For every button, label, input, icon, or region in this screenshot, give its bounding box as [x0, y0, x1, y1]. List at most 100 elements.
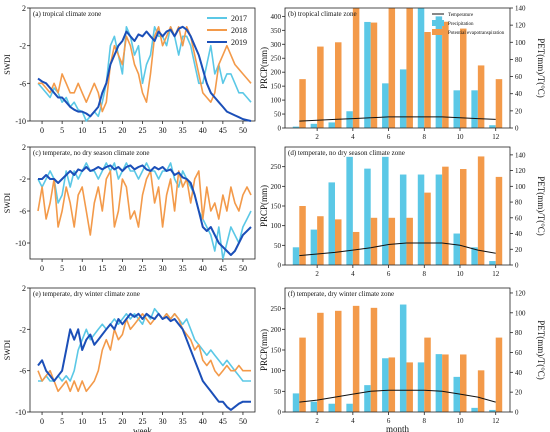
pet-bar — [388, 357, 396, 412]
precip-bar — [292, 393, 300, 412]
y-left-tick-label: 350 — [271, 27, 282, 35]
pet-bar — [460, 28, 467, 129]
pet-bar — [495, 176, 503, 265]
y-tick-label: 2 — [22, 143, 26, 152]
y-right-tick-label: 0 — [515, 125, 519, 133]
precip-bar — [453, 233, 460, 265]
x-tick-label: 15 — [98, 264, 106, 273]
series-line-2019 — [37, 25, 252, 122]
y-right-tick-label: 80 — [515, 56, 523, 64]
y-left-tick-label: 250 — [271, 55, 282, 63]
x-tick-label: 6 — [387, 133, 391, 141]
x-tick-label: 8 — [423, 270, 427, 278]
y-left-tick-label: 150 — [271, 83, 282, 91]
y-right-axis-label: PET(mm)/T(°C) — [536, 320, 546, 380]
precip-bar — [310, 123, 318, 128]
panel-3: 2 4 6 8 10 1205010015020025002040608010012014… — [259, 146, 546, 278]
y-right-tick-label: 140 — [515, 5, 526, 13]
y-left-tick-label: 0 — [278, 262, 282, 270]
y-right-tick-label: 40 — [515, 230, 523, 238]
temperature-line — [299, 116, 496, 122]
pet-bar — [477, 65, 485, 128]
y-left-tick-label: 150 — [271, 203, 282, 211]
y-tick-label: -6 — [19, 79, 26, 88]
pet-bar — [424, 32, 431, 128]
plot-frame — [284, 7, 511, 129]
precip-bar — [435, 354, 443, 412]
y-right-tick-label: 100 — [515, 39, 526, 47]
legend: 2017 2018 2019 — [207, 14, 247, 47]
panel-title: (d) temperate, no dry season climate zon… — [288, 149, 405, 157]
y-tick-label: -6 — [19, 207, 26, 216]
precip-bar — [310, 229, 318, 265]
y-left-axis-label: PRCP(mm) — [259, 47, 269, 89]
y-right-tick-label: 20 — [515, 246, 523, 254]
x-tick-label: 10 — [78, 264, 86, 273]
pet-bar — [335, 310, 342, 412]
y-left-tick-label: 300 — [271, 41, 282, 49]
y-axis-label: SWDI — [3, 54, 12, 75]
precip-bar — [328, 182, 335, 265]
pet-bar — [406, 362, 413, 412]
y-right-tick-label: 0 — [515, 409, 519, 417]
y-left-tick-label: 0 — [278, 409, 282, 417]
x-tick-label: 6 — [387, 270, 391, 278]
pet-bar — [317, 216, 324, 265]
legend-label: 2018 — [231, 26, 247, 35]
temperature-line — [299, 389, 496, 403]
series-line-2019 — [37, 312, 251, 411]
x-tick-label: 10 — [457, 417, 465, 425]
x-tick-label: 12 — [492, 417, 500, 425]
y-left-tick-label: 100 — [271, 222, 282, 230]
y-right-tick-label: 120 — [515, 289, 526, 297]
panel-0: 0 5 10 15 20 25 30 35 40 45 50 2 -2 -6 -10 (a) tropical… — [3, 4, 256, 135]
y-right-tick-label: 60 — [515, 73, 523, 81]
x-tick-label: 25 — [139, 417, 147, 426]
pet-bar — [424, 192, 431, 265]
x-tick-label: 0 — [40, 126, 44, 135]
y-tick-label: -6 — [19, 367, 26, 376]
precip-bar — [417, 174, 425, 265]
y-right-tick-label: 20 — [515, 107, 523, 115]
y-right-tick-label: 120 — [515, 167, 526, 175]
y-left-tick-label: 50 — [274, 388, 282, 396]
precip-bar — [453, 376, 460, 412]
y-tick-label: -10 — [15, 239, 26, 248]
y-left-tick-label: 250 — [271, 305, 282, 313]
pet-bar — [317, 312, 324, 412]
y-right-tick-label: 0 — [515, 262, 519, 270]
panel-2: 0 5 10 15 20 25 30 35 40 45 50 2 -2 -6 -10 (c) temperat… — [3, 143, 256, 273]
y-tick-label: -2 — [19, 42, 26, 51]
pet-bar — [299, 337, 306, 412]
y-right-axis-label: PET(mm)/T(°C) — [536, 38, 546, 98]
pet-bar — [442, 166, 449, 265]
precip-bar — [435, 16, 443, 128]
panel-title: (a) tropical climate zone — [33, 10, 101, 18]
precip-bar — [346, 403, 353, 412]
precip-bar — [364, 385, 371, 412]
precip-bar — [489, 409, 496, 412]
pet-bar — [370, 22, 378, 129]
x-tick-label: 15 — [98, 126, 106, 135]
precip-bar — [489, 261, 496, 265]
x-tick-label: 10 — [457, 270, 465, 278]
precip-bar — [471, 407, 478, 412]
x-tick-label: 8 — [423, 133, 427, 141]
series-line-2018 — [38, 25, 252, 113]
precip-bar — [453, 90, 460, 128]
precip-bar — [364, 168, 371, 265]
panel-title: (c) temperate, no dry season climate zon… — [33, 149, 149, 157]
x-tick-label: 5 — [60, 264, 64, 273]
pet-bar — [370, 217, 378, 265]
x-tick-label: 30 — [159, 417, 167, 426]
y-tick-label: -2 — [19, 175, 26, 184]
panel-title: (e) temperate, dry winter climate zone — [33, 290, 140, 298]
precip-bar — [292, 247, 300, 265]
x-tick-label: 35 — [179, 264, 187, 273]
x-tick-label: 20 — [118, 264, 126, 273]
x-tick-label: 2 — [315, 270, 319, 278]
precip-bar — [399, 174, 407, 265]
pet-bar — [442, 354, 449, 412]
y-left-tick-label: 50 — [274, 111, 282, 119]
y-left-tick-label: 400 — [271, 13, 282, 21]
